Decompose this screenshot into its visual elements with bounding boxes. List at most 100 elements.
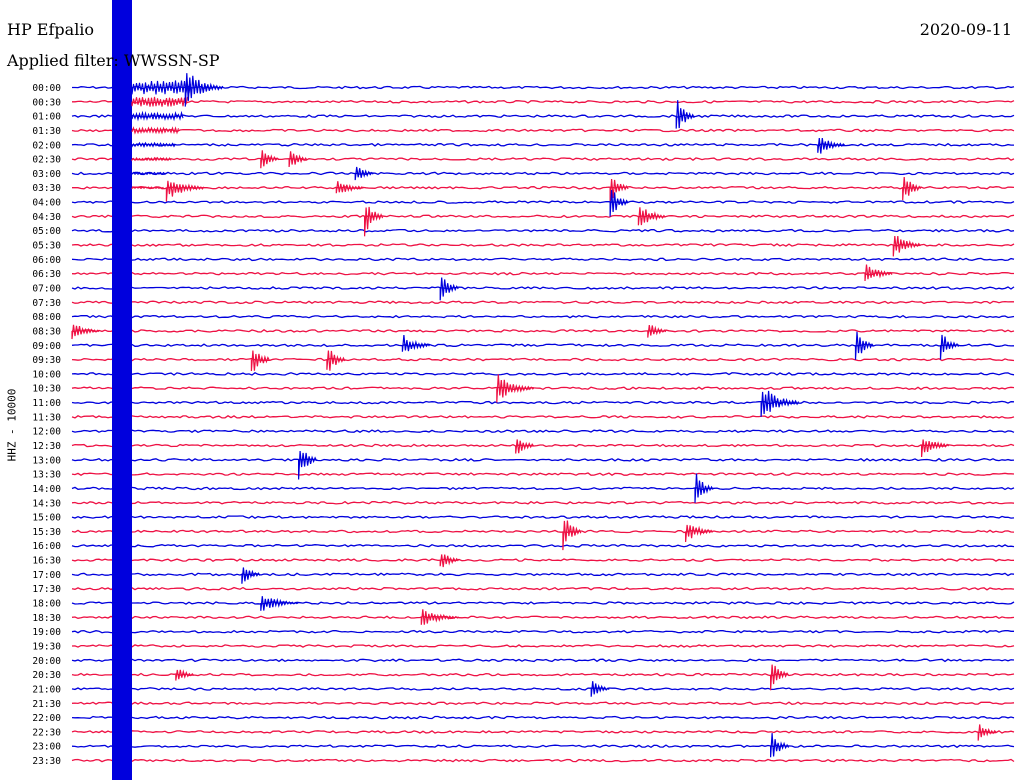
trace-line bbox=[71, 715, 1015, 720]
event-waveform bbox=[685, 524, 714, 543]
event-waveform bbox=[902, 176, 922, 201]
trace-line bbox=[71, 644, 1015, 648]
trace-line bbox=[71, 744, 1015, 749]
row-time-label: 09:30 bbox=[32, 355, 61, 366]
event-waveform bbox=[760, 390, 800, 417]
trace-line bbox=[71, 586, 1015, 591]
trace-line bbox=[71, 672, 1015, 677]
row-time-label: 05:30 bbox=[32, 241, 61, 252]
row-time-label: 20:30 bbox=[32, 670, 61, 681]
quake-coda bbox=[131, 141, 176, 149]
row-time-label: 22:00 bbox=[32, 713, 61, 724]
trace-line bbox=[71, 386, 1015, 391]
event-waveform bbox=[609, 190, 629, 217]
quake-coda bbox=[131, 80, 192, 95]
quake-coda bbox=[131, 156, 172, 162]
row-time-label: 10:00 bbox=[32, 369, 61, 380]
trace-line bbox=[71, 257, 1015, 262]
filter-label: Applied filter: WWSSN-SP bbox=[7, 51, 220, 70]
row-time-label: 06:00 bbox=[32, 255, 61, 266]
row-time-label: 23:00 bbox=[32, 742, 61, 753]
row-time-label: 11:30 bbox=[32, 412, 61, 423]
trace-line bbox=[71, 286, 1015, 290]
event-waveform bbox=[977, 724, 997, 741]
event-waveform bbox=[647, 325, 667, 338]
event-waveform bbox=[609, 178, 629, 202]
event-waveform bbox=[401, 335, 430, 352]
channel-label: HHZ - 10000 bbox=[5, 388, 19, 462]
row-time-label: 06:30 bbox=[32, 269, 61, 280]
trace-line bbox=[71, 500, 1015, 505]
quake-coda bbox=[131, 96, 189, 107]
trace-line bbox=[71, 157, 1015, 161]
row-time-label: 17:30 bbox=[32, 584, 61, 595]
trace-line bbox=[71, 228, 1015, 233]
trace-line bbox=[71, 128, 1015, 133]
event-waveform bbox=[515, 439, 535, 454]
row-time-label: 03:30 bbox=[32, 183, 61, 194]
trace-lines bbox=[71, 85, 1015, 763]
event-waveform bbox=[496, 374, 535, 403]
row-time-label: 19:00 bbox=[32, 627, 61, 638]
row-time-label: 02:00 bbox=[32, 140, 61, 151]
row-time-label: 23:30 bbox=[32, 756, 61, 767]
row-time-label: 22:30 bbox=[32, 727, 61, 738]
event-waveform bbox=[817, 137, 846, 154]
row-time-label: 15:00 bbox=[32, 513, 61, 524]
trace-line bbox=[71, 472, 1015, 476]
row-time-label: 08:30 bbox=[32, 326, 61, 337]
row-time-label: 21:00 bbox=[32, 684, 61, 695]
trace-line bbox=[71, 186, 1015, 190]
trace-line bbox=[71, 658, 1015, 663]
quake-coda bbox=[131, 171, 167, 176]
event-waveform bbox=[260, 150, 280, 169]
trace-line bbox=[71, 114, 1015, 118]
event-waveform bbox=[250, 350, 270, 372]
row-time-label: 05:00 bbox=[32, 226, 61, 237]
event-waveform bbox=[439, 277, 459, 301]
event-waveform bbox=[590, 681, 610, 697]
row-time-label: 04:00 bbox=[32, 198, 61, 209]
event-waveform bbox=[184, 73, 224, 107]
event-waveform bbox=[364, 206, 384, 237]
trace-line bbox=[71, 515, 1015, 519]
trace-line bbox=[71, 543, 1015, 548]
y-axis-labels: 00:00 00:30 01:00 01:30 02:00 02:30 03:00 03:30… bbox=[32, 83, 61, 767]
row-time-label: 18:00 bbox=[32, 599, 61, 610]
trace-line bbox=[71, 271, 1014, 276]
event-waveform bbox=[288, 151, 308, 168]
trace-line bbox=[71, 314, 1015, 319]
row-time-label: 07:00 bbox=[32, 283, 61, 294]
quake-coda bbox=[131, 126, 180, 135]
quake-coda bbox=[131, 110, 184, 122]
row-time-label: 01:00 bbox=[32, 112, 61, 123]
event-waveform bbox=[354, 166, 374, 181]
event-waveform bbox=[241, 567, 261, 584]
row-time-label: 15:30 bbox=[32, 527, 61, 538]
event-waveform bbox=[335, 181, 364, 194]
event-waveform bbox=[637, 207, 666, 226]
event-waveform bbox=[921, 439, 950, 458]
trace-line bbox=[71, 343, 1015, 348]
trace-line bbox=[71, 200, 1015, 204]
row-time-label: 08:00 bbox=[32, 312, 61, 323]
row-time-label: 21:30 bbox=[32, 699, 61, 710]
trace-line bbox=[71, 443, 1015, 448]
trace-line bbox=[71, 214, 1015, 219]
row-time-label: 02:30 bbox=[32, 155, 61, 166]
trace-line bbox=[71, 572, 1015, 577]
trace-line bbox=[71, 629, 1014, 634]
trace-line bbox=[71, 701, 1015, 706]
event-waveform bbox=[939, 334, 960, 360]
trace-line bbox=[71, 758, 1015, 763]
trace-line bbox=[71, 357, 1015, 362]
trace-line bbox=[71, 142, 1014, 147]
event-waveform bbox=[420, 609, 460, 625]
trace-line bbox=[71, 687, 1015, 691]
trace-line bbox=[71, 300, 1014, 305]
event-waveform bbox=[770, 664, 790, 691]
trace-line bbox=[72, 100, 1015, 104]
row-time-label: 00:30 bbox=[32, 97, 61, 108]
quake-coda bbox=[131, 186, 164, 190]
